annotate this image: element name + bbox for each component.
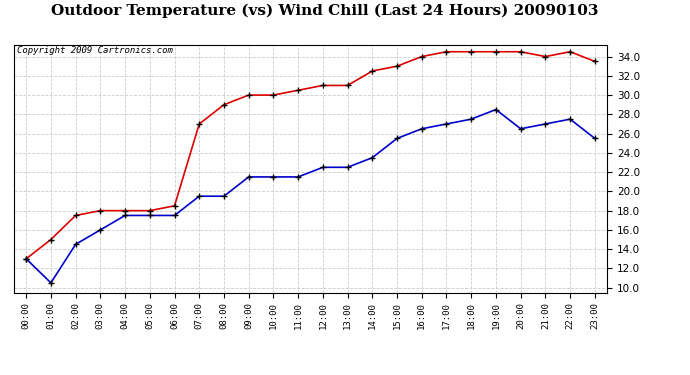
- Text: Copyright 2009 Cartronics.com: Copyright 2009 Cartronics.com: [17, 46, 172, 55]
- Text: Outdoor Temperature (vs) Wind Chill (Last 24 Hours) 20090103: Outdoor Temperature (vs) Wind Chill (Las…: [50, 4, 598, 18]
